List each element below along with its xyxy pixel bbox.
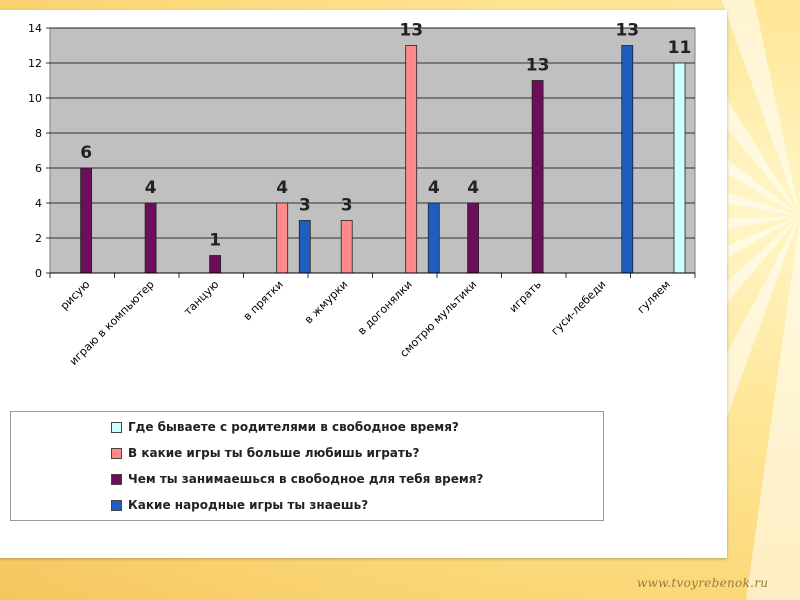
bar [276, 202, 289, 274]
x-tick-label: танцую [181, 278, 221, 318]
x-tick-label: в жмурки [302, 278, 350, 326]
y-tick-label: 8 [35, 127, 42, 140]
bar [144, 202, 157, 274]
y-tick-label: 12 [28, 57, 42, 70]
bar [427, 202, 440, 274]
bars [80, 45, 686, 274]
bar [673, 62, 686, 274]
legend-item-parents: Где бываете с родителями в свободное вре… [111, 417, 459, 437]
bar-data-label: 13 [526, 56, 550, 76]
y-tick-label: 2 [35, 232, 42, 245]
y-tick-label: 6 [35, 162, 42, 175]
plot-area [49, 27, 696, 274]
bar-data-label: 4 [428, 178, 440, 198]
bar-data-label: 11 [668, 38, 692, 58]
x-tick-label: играть [507, 278, 544, 315]
bar-data-label: 4 [276, 178, 288, 198]
bar [209, 255, 222, 274]
x-tick-label: гуси-лебеди [549, 278, 609, 338]
y-axis-ticks: 0 2 4 6 8 10 12 14 [28, 22, 50, 280]
bar [531, 80, 544, 274]
legend-item-games: В какие игры ты больше любишь играть? [111, 443, 419, 463]
bar-data-label: 1 [209, 231, 221, 251]
bar [467, 202, 480, 274]
bar-data-label: 6 [80, 143, 92, 163]
legend-swatch [111, 473, 122, 485]
legend-item-folk-games: Какие народные игры ты знаешь? [111, 495, 368, 515]
bar [340, 220, 353, 274]
x-tick-label: в догонялки [355, 278, 415, 338]
legend-swatch [111, 447, 122, 459]
y-tick-label: 0 [35, 267, 42, 280]
bar-data-label: 3 [341, 196, 353, 216]
y-tick-label: 14 [28, 22, 42, 35]
bar [621, 45, 634, 274]
legend-label: Чем ты занимаешься в свободное для тебя … [128, 472, 484, 486]
x-tick-label: в прятки [241, 278, 286, 323]
bar-data-label: 3 [299, 196, 311, 216]
legend-label: Какие народные игры ты знаешь? [128, 498, 369, 512]
legend-item-free-time: Чем ты занимаешься в свободное для тебя … [111, 469, 483, 489]
x-tick-label: гуляем [635, 278, 673, 316]
bar [405, 45, 418, 274]
bar [298, 220, 311, 274]
bar-data-label: 13 [399, 21, 423, 41]
x-tick-label: рисую [58, 278, 93, 313]
y-tick-label: 10 [28, 92, 42, 105]
legend-swatch [111, 499, 122, 511]
bar-data-label: 4 [145, 178, 157, 198]
legend-label: Где бываете с родителями в свободное вре… [128, 420, 459, 434]
bar [80, 167, 93, 274]
bar-data-label: 4 [467, 178, 479, 198]
watermark: www.tvoyrebenok.ru [637, 576, 769, 590]
legend-label: В какие игры ты больше любишь играть? [128, 446, 420, 460]
y-tick-label: 4 [35, 197, 42, 210]
bar-data-label: 13 [615, 21, 639, 41]
legend: Где бываете с родителями в свободное вре… [10, 411, 604, 521]
legend-swatch [111, 421, 122, 433]
